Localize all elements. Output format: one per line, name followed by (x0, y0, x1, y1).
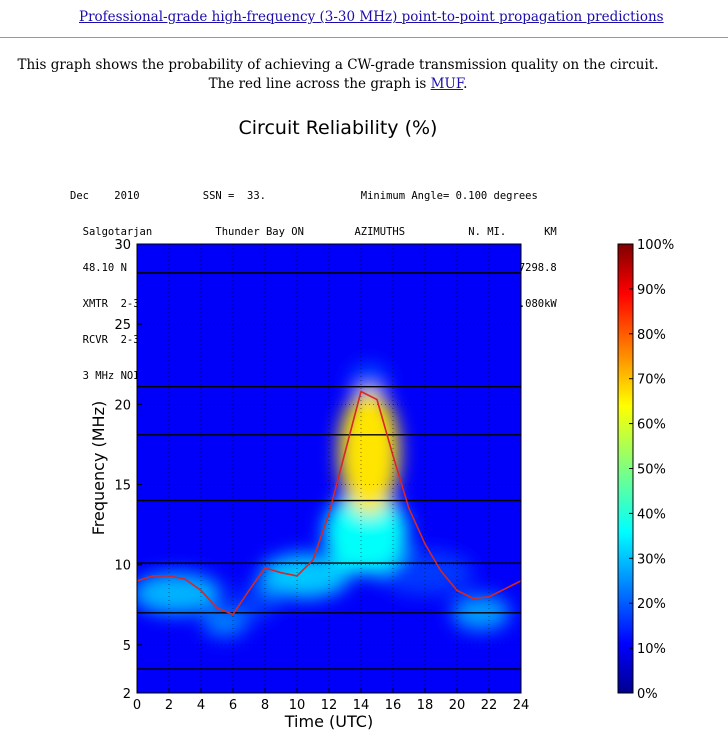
colorbar-tick-label: 30% (637, 552, 666, 567)
y-tick-label: 20 (114, 398, 131, 413)
y-tick-label: 2 (123, 687, 131, 702)
x-axis: 0 2 4 6 8 10 12 14 16 18 20 22 24 (133, 688, 529, 713)
horizontal-rule (0, 37, 728, 38)
intro-text: This graph shows the probability of achi… (0, 56, 676, 94)
intro-line-2: The red line across the graph is MUF. (0, 75, 676, 94)
param-line: Dec 2010 SSN = 33. Minimum Angle= 0.100 … (70, 190, 538, 202)
x-tick-label: 12 (321, 698, 338, 713)
y-tick-label: 15 (114, 479, 131, 494)
chart-title: Circuit Reliability (%) (238, 117, 438, 139)
colorbar-tick-label: 20% (637, 597, 666, 612)
muf-line (137, 390, 521, 616)
y-tick-label: 5 (123, 639, 131, 654)
colorbar-tick-label: 10% (637, 642, 666, 657)
reliability-cell (202, 608, 248, 637)
top-link-propagation[interactable]: Professional-grade high-frequency (3-30 … (79, 9, 664, 25)
reliability-cell (338, 389, 400, 516)
y-tick-label: 10 (114, 559, 131, 574)
x-tick-label: 10 (289, 698, 306, 713)
x-tick-label: 8 (261, 698, 269, 713)
x-tick-label: 22 (481, 698, 498, 713)
colorbar-tick-label: 50% (637, 463, 666, 478)
x-tick-label: 20 (449, 698, 466, 713)
band-lines (137, 272, 521, 670)
intro-line-2-suffix: . (463, 76, 468, 92)
x-tick-label: 2 (165, 698, 173, 713)
gridlines (137, 244, 521, 693)
x-tick-label: 24 (513, 698, 530, 713)
x-tick-label: 14 (353, 698, 370, 713)
y-tick-label: 25 (114, 318, 131, 333)
x-tick-label: 16 (385, 698, 402, 713)
y-tick-label: 30 (114, 238, 131, 253)
colorbar-tick-label: 60% (637, 418, 666, 433)
colorbar-tick-label: 70% (637, 373, 666, 388)
reliability-cell (349, 364, 389, 397)
x-tick-label: 6 (229, 698, 237, 713)
x-tick-label: 0 (133, 698, 141, 713)
reliability-cell (137, 572, 222, 615)
muf-link[interactable]: MUF (430, 76, 464, 92)
intro-line-2-prefix: The red line across the graph is (208, 76, 431, 92)
reliability-cell (324, 490, 408, 575)
x-tick-label: 18 (417, 698, 434, 713)
colorbar-tick-label: 40% (637, 507, 666, 522)
colorbar-tick-label: 0% (637, 687, 658, 702)
param-line: Salgotarjan Thunder Bay ON AZIMUTHS N. M… (70, 226, 557, 238)
y-axis-label: Frequency (MHz) (89, 401, 108, 535)
reliability-cell (260, 553, 350, 599)
colorbar: 0% 10% 20% 30% 40% 50% 60% 70% 80% 90% 100% (617, 238, 674, 702)
plot-area (136, 243, 522, 694)
x-tick-label: 4 (197, 698, 205, 713)
colorbar-tick-label: 100% (637, 238, 674, 253)
colorbar-tick-label: 80% (637, 328, 666, 343)
intro-line-1: This graph shows the probability of achi… (17, 57, 659, 73)
x-axis-label: Time (UTC) (284, 712, 373, 731)
colorbar-tick-label: 90% (637, 283, 666, 298)
